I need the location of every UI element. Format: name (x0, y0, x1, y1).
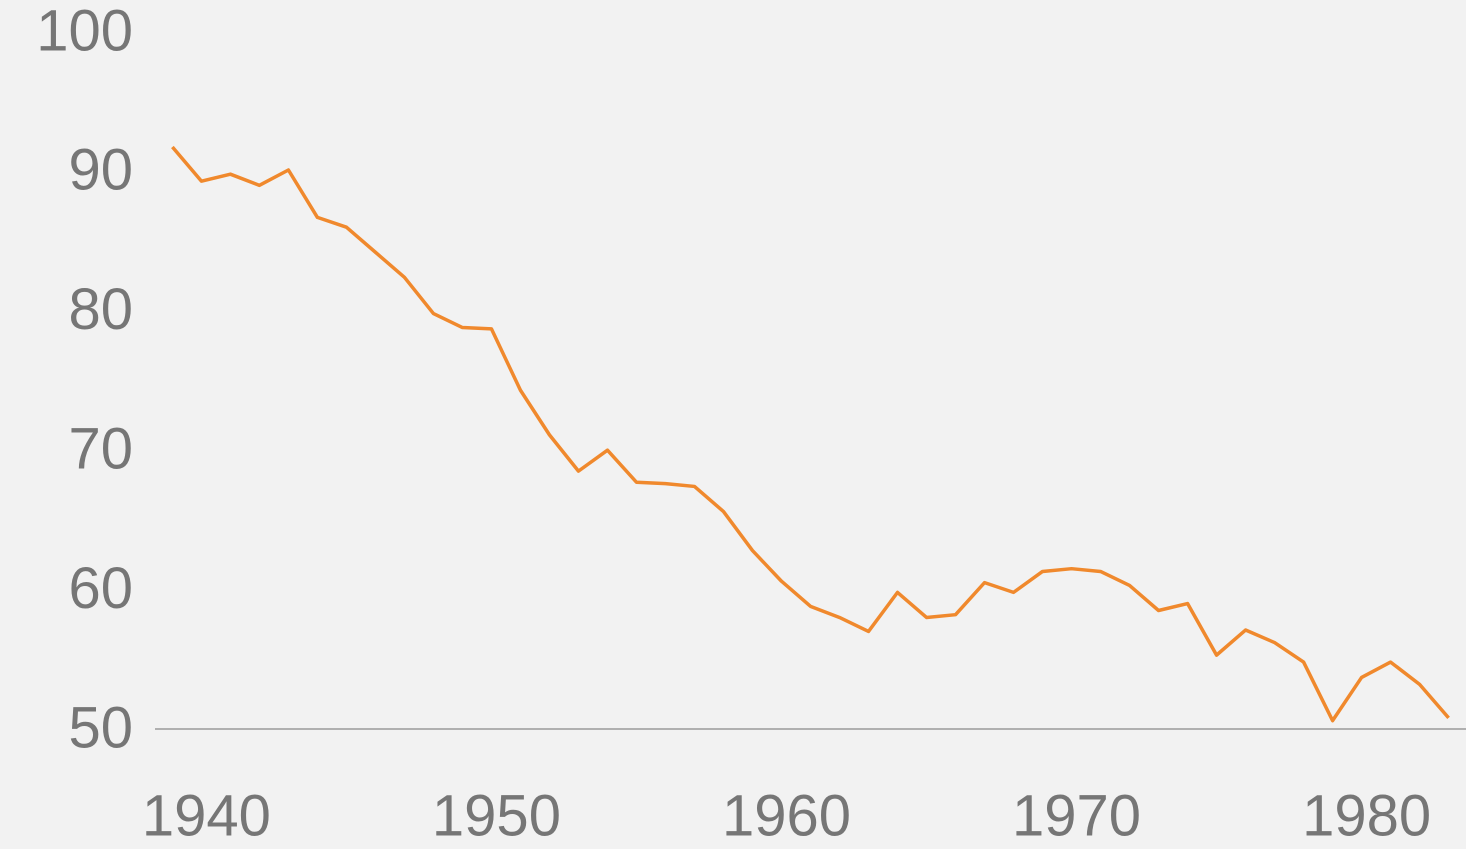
x-tick-label: 1960 (722, 783, 851, 848)
y-tick-label: 80 (68, 277, 133, 342)
line (171, 145, 1450, 723)
y-tick-label: 60 (68, 556, 133, 621)
y-tick-label: 50 (68, 695, 133, 760)
x-tick-label: 1970 (1012, 783, 1141, 848)
y-tick-label: 70 (68, 417, 133, 482)
x-tick-label: 1950 (432, 783, 561, 848)
x-tick-label: 1940 (142, 783, 271, 848)
y-tick-label: 100 (36, 0, 133, 63)
x-tick-label: 1980 (1302, 783, 1431, 848)
y-tick-label: 90 (68, 138, 133, 203)
